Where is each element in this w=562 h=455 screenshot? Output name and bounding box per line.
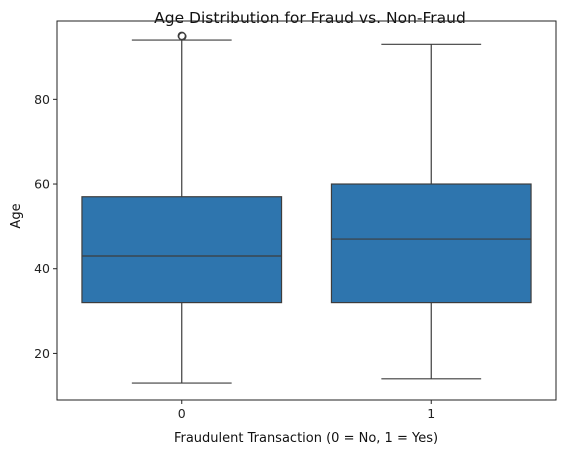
box-iqr [330, 183, 532, 304]
x-tick-label: 1 [427, 406, 435, 421]
outlier-point [178, 32, 187, 41]
y-tick-label: 60 [34, 177, 50, 192]
y-tick-label: 80 [34, 92, 50, 107]
y-tick-label: 20 [34, 346, 50, 361]
x-axis-title: Fraudulent Transaction (0 = No, 1 = Yes) [174, 431, 438, 446]
plot-frame [56, 20, 557, 401]
plot-area: 20 40 60 80 0 1 [34, 31, 532, 421]
box-iqr [81, 196, 283, 304]
x-tick-label: 0 [178, 406, 186, 421]
y-axis-title: Age [9, 203, 24, 228]
chart-title: Age Distribution for Fraud vs. Non-Fraud [154, 9, 466, 27]
y-tick-label: 40 [34, 261, 50, 276]
